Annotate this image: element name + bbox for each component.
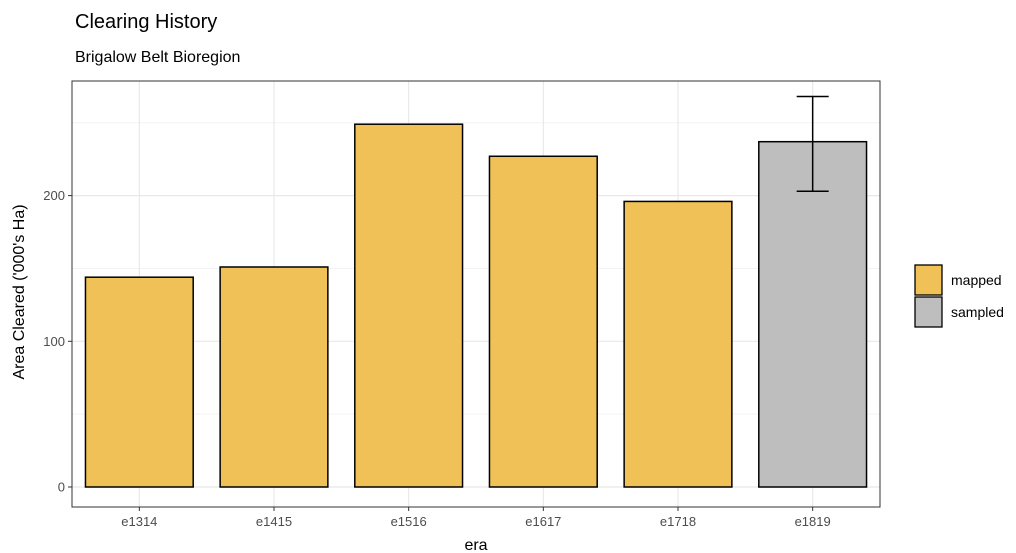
bar — [758, 140, 868, 488]
y-axis: 0 100 200 — [43, 188, 72, 495]
legend-swatch — [914, 296, 943, 328]
x-tick-label: e1617 — [525, 514, 561, 529]
bar — [354, 123, 464, 488]
legend-swatch — [914, 264, 943, 296]
x-tick-label: e1718 — [660, 514, 696, 529]
legend-item: sampled — [914, 296, 1004, 328]
legend-label: mapped — [951, 272, 1002, 288]
x-tick-label: e1819 — [795, 514, 831, 529]
bar — [488, 155, 598, 488]
plot-panel-border — [71, 80, 881, 508]
y-tick-label: 200 — [43, 188, 65, 203]
error-bar — [796, 95, 829, 192]
chart-subtitle: Brigalow Belt Bioregion — [75, 49, 240, 66]
bar — [623, 200, 733, 488]
error-bars — [796, 95, 829, 192]
legend-label: sampled — [951, 304, 1004, 320]
x-axis-title: era — [464, 537, 487, 553]
x-tick-label: e1516 — [391, 514, 427, 529]
x-tick-label: e1415 — [256, 514, 292, 529]
y-tick-label: 100 — [43, 334, 65, 349]
legend-item: mapped — [914, 264, 1002, 296]
x-axis: e1314 e1415 e1516 e1617 e1718 e1819 — [121, 507, 831, 529]
legend: mapped sampled — [914, 264, 1004, 328]
y-axis-title: Area Cleared ('000's Ha) — [11, 204, 28, 379]
chart-title: Clearing History — [75, 11, 217, 33]
bar — [84, 276, 194, 488]
bars — [84, 123, 868, 488]
bar — [219, 266, 329, 488]
y-tick-label: 0 — [58, 480, 65, 495]
x-tick-label: e1314 — [121, 514, 157, 529]
